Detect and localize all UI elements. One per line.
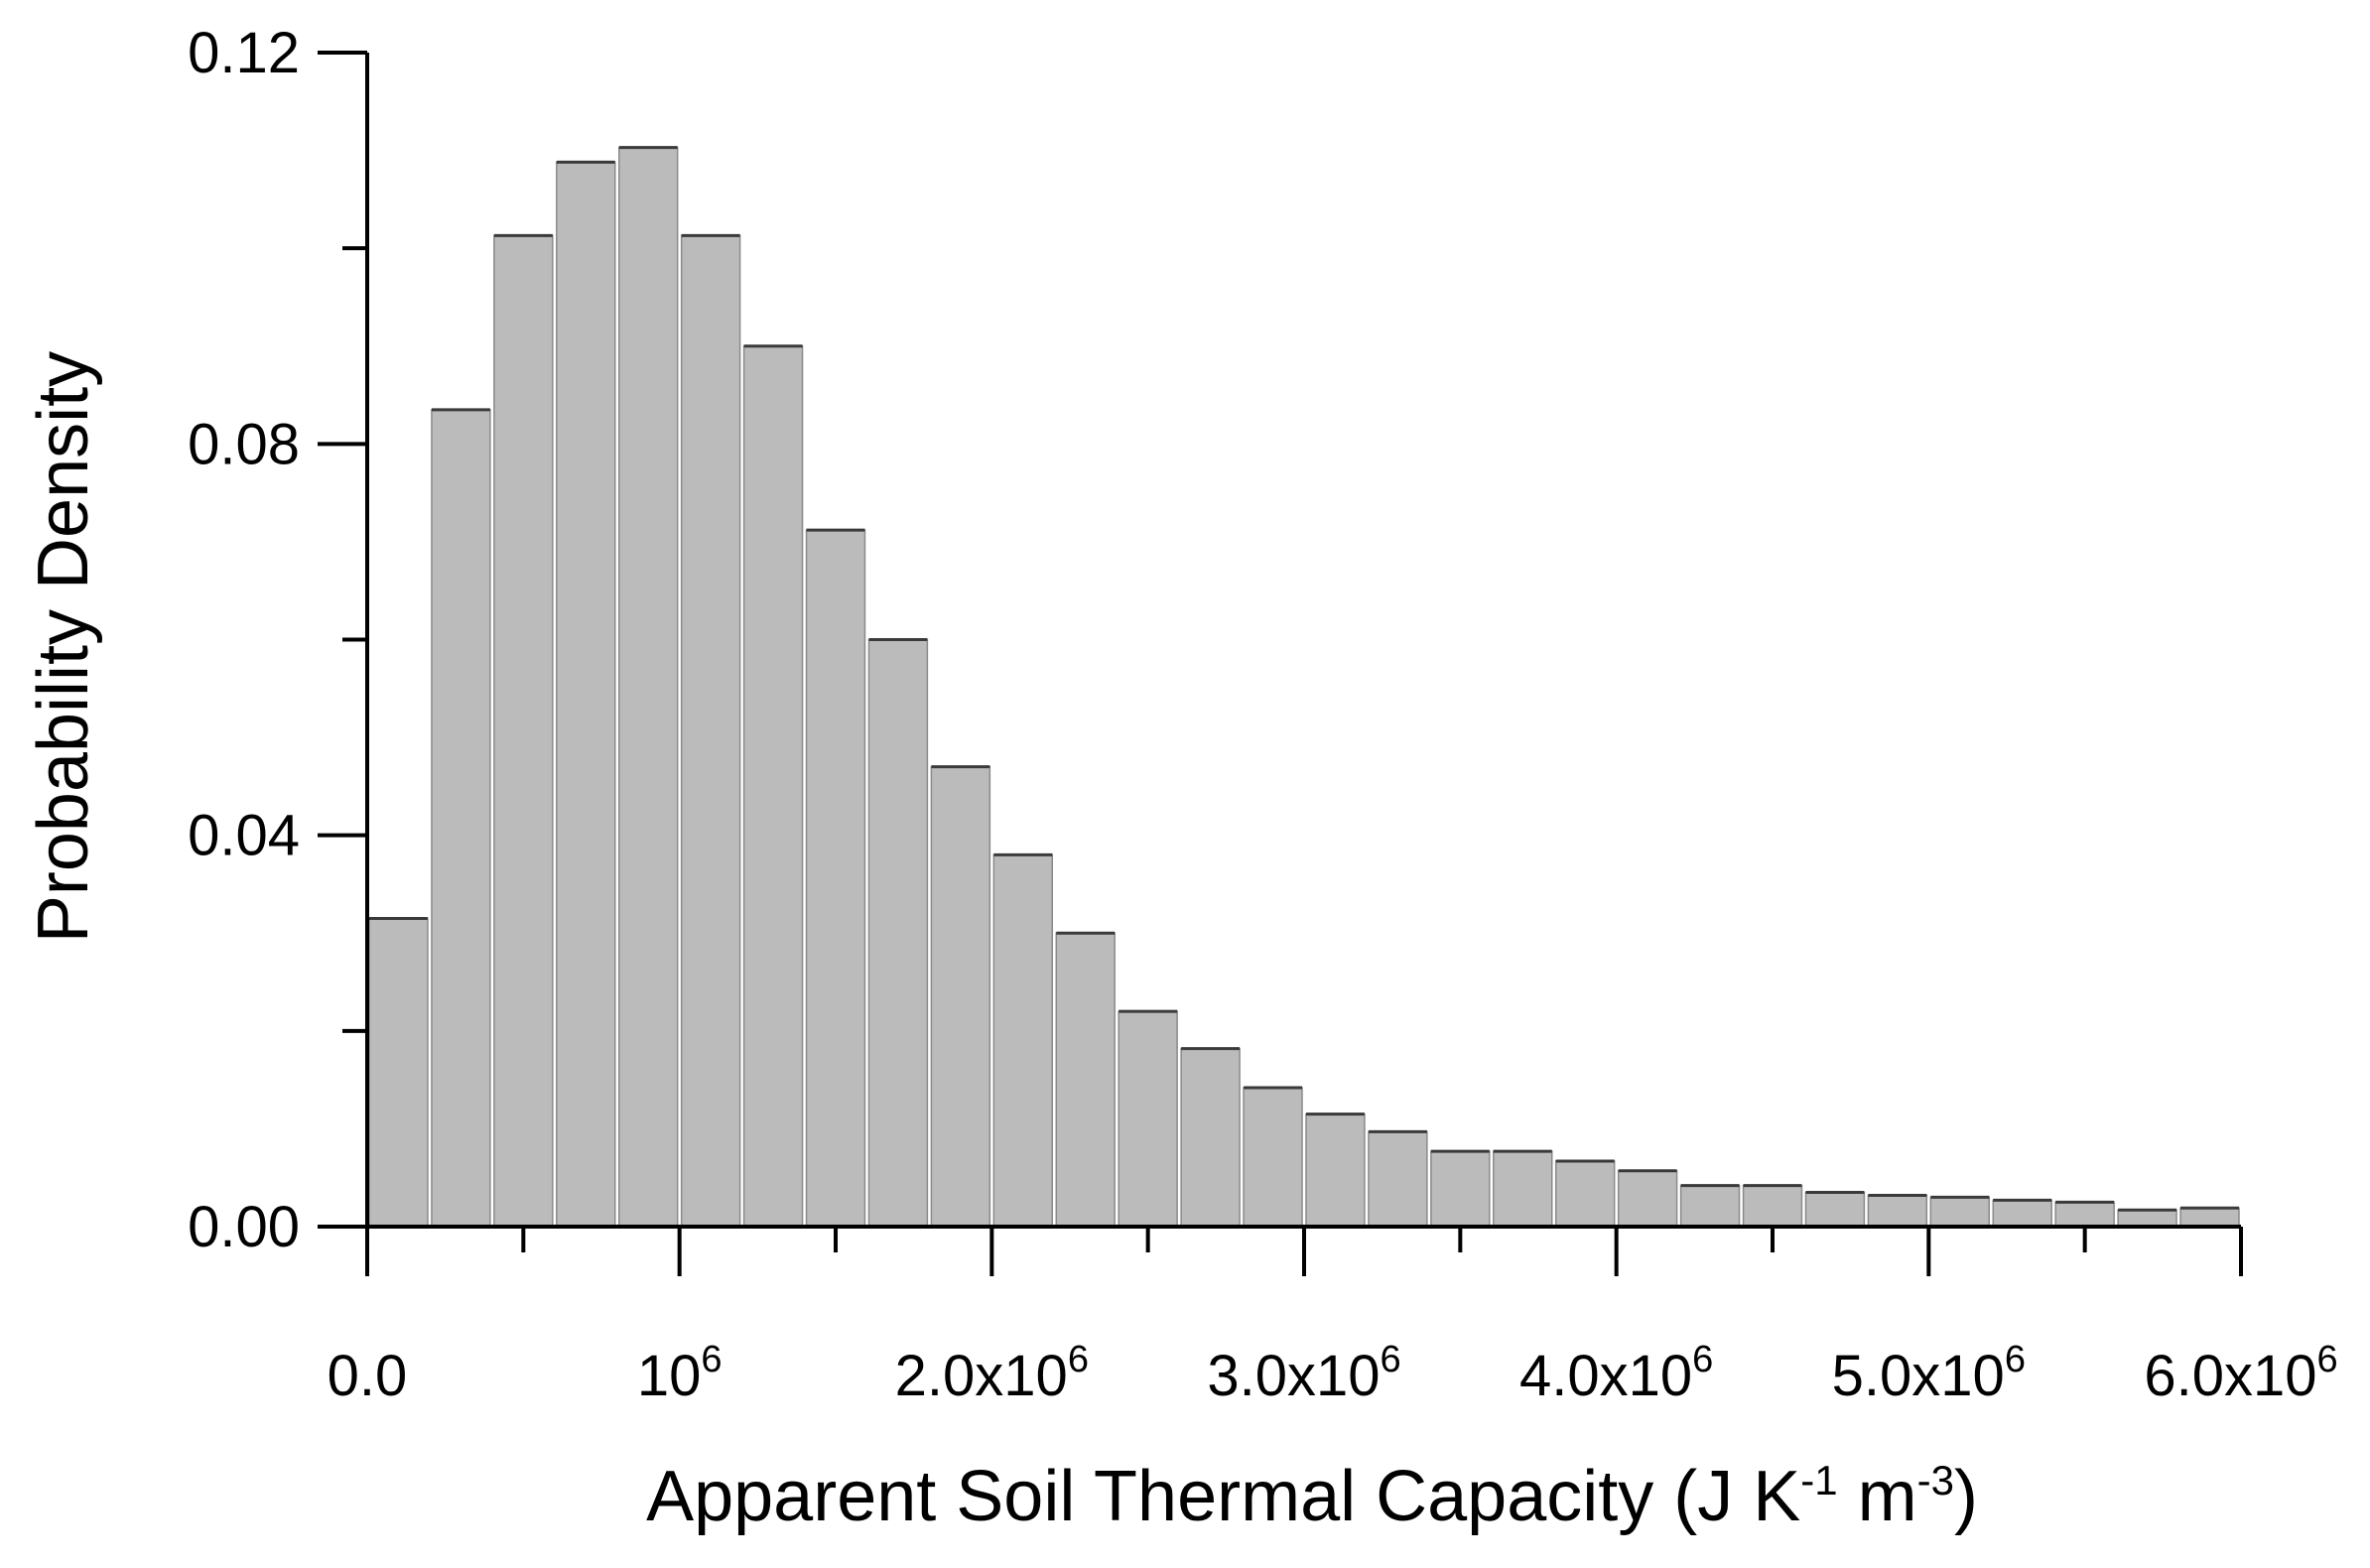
chart-axes bbox=[318, 51, 2243, 1276]
histogram-bar bbox=[431, 409, 491, 1228]
histogram-bar bbox=[1679, 1184, 1741, 1228]
histogram-bar bbox=[1430, 1150, 1491, 1228]
histogram-bar bbox=[493, 234, 554, 1228]
y-tick-label: 0.12 bbox=[188, 21, 300, 85]
histogram-bar bbox=[1992, 1199, 2052, 1228]
histogram-bar bbox=[2117, 1209, 2177, 1228]
histogram-bar bbox=[1118, 1010, 1178, 1228]
tick-labels: 0.00 0.04 0.08 0.12 0.0 106 2.0x106 3.0x106 4.0x… bbox=[188, 21, 2338, 1408]
histogram-bar bbox=[992, 853, 1054, 1228]
x-axis-title-main: Apparent Soil Thermal Capacity (J K bbox=[646, 1457, 1800, 1536]
x-tick-label: 6.0x106 bbox=[2144, 1339, 2337, 1408]
histogram-bar bbox=[930, 765, 991, 1228]
x-axis-title-end: ) bbox=[1954, 1457, 1978, 1536]
histogram-bar bbox=[2054, 1201, 2115, 1228]
histogram-bar bbox=[1368, 1130, 1428, 1228]
y-axis-title: Probability Density bbox=[24, 351, 103, 943]
histogram-bar bbox=[368, 917, 429, 1228]
histogram-bar bbox=[1804, 1191, 1866, 1228]
histogram-bar bbox=[1180, 1047, 1241, 1228]
y-tick-label: 0.00 bbox=[188, 1195, 300, 1259]
histogram-bar bbox=[1867, 1194, 1928, 1228]
histogram-bar bbox=[1929, 1196, 1991, 1228]
histogram-bar bbox=[867, 638, 929, 1228]
histogram-bar bbox=[1243, 1087, 1303, 1228]
x-axis-title-sup1: -1 bbox=[1800, 1457, 1837, 1503]
x-tick-label: 0.0 bbox=[328, 1344, 408, 1408]
histogram-bar bbox=[742, 345, 804, 1228]
x-axis-title-sup2: -3 bbox=[1917, 1457, 1954, 1503]
x-axis-title-mid: m bbox=[1838, 1457, 1917, 1536]
histogram-bars bbox=[368, 146, 2240, 1228]
histogram-bar bbox=[805, 529, 866, 1228]
x-tick-label: 3.0x106 bbox=[1207, 1339, 1400, 1408]
histogram-bar bbox=[1055, 932, 1116, 1228]
histogram-bar bbox=[1554, 1160, 1616, 1228]
histogram-bar bbox=[617, 146, 679, 1228]
x-tick-label: 5.0x106 bbox=[1832, 1339, 2026, 1408]
x-tick-label: 4.0x106 bbox=[1519, 1339, 1713, 1408]
histogram-bar bbox=[1493, 1150, 1553, 1228]
histogram-bar bbox=[556, 161, 616, 1228]
x-tick-label: 106 bbox=[637, 1339, 723, 1408]
y-tick-label: 0.08 bbox=[188, 412, 300, 476]
y-tick-label: 0.04 bbox=[188, 804, 300, 868]
x-axis-title: Apparent Soil Thermal Capacity (J K-1 m-… bbox=[646, 1457, 1978, 1536]
x-tick-label: 2.0x106 bbox=[895, 1339, 1089, 1408]
histogram-bar bbox=[1742, 1184, 1803, 1228]
histogram-bar bbox=[2179, 1207, 2240, 1228]
histogram-bar bbox=[680, 234, 741, 1228]
histogram-bar bbox=[1617, 1170, 1678, 1228]
histogram-bar bbox=[1305, 1112, 1366, 1228]
